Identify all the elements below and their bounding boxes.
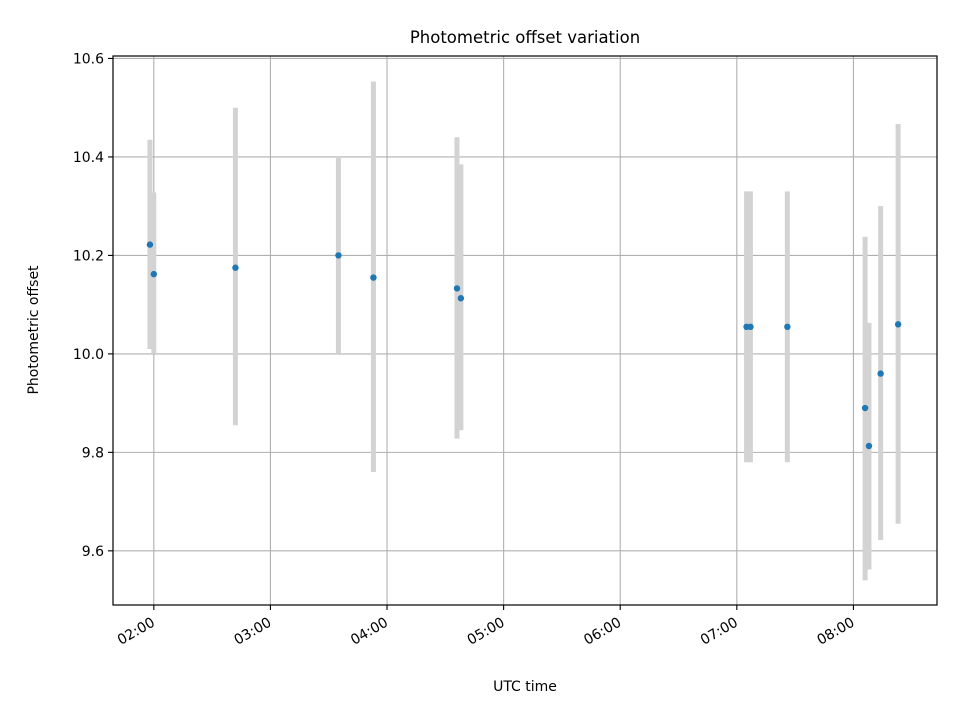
data-point xyxy=(335,252,342,259)
data-point xyxy=(894,321,902,328)
y-tick-label: 10.0 xyxy=(73,347,104,363)
data-point xyxy=(457,295,465,302)
chart-title: Photometric offset variation xyxy=(410,28,640,47)
y-tick-label: 10.2 xyxy=(73,248,104,264)
data-point xyxy=(232,264,239,271)
point-layer xyxy=(146,241,902,450)
x-tick-label: 07:00 xyxy=(698,615,741,649)
data-point xyxy=(747,323,754,331)
data-point xyxy=(784,323,791,331)
x-tick-label: 04:00 xyxy=(348,615,391,649)
grid-layer xyxy=(113,56,937,605)
data-point xyxy=(877,370,884,377)
y-axis-label: Photometric offset xyxy=(26,265,42,395)
data-point xyxy=(150,270,158,278)
data-point xyxy=(146,241,154,248)
data-point xyxy=(861,404,869,412)
data-point xyxy=(865,442,873,450)
data-point xyxy=(453,285,461,292)
tick-layer: 02:00 03:00 04:00 05:00 06:00 07:00 08:00 9.6 9.… xyxy=(73,51,858,648)
y-tick-label: 9.8 xyxy=(82,445,104,461)
x-tick-label: 05:00 xyxy=(465,615,508,649)
y-tick-label: 10.6 xyxy=(73,51,104,67)
x-tick-label: 06:00 xyxy=(581,615,624,649)
x-tick-label: 02:00 xyxy=(115,615,158,649)
x-tick-label: 08:00 xyxy=(814,615,857,649)
y-tick-label: 9.6 xyxy=(82,544,104,560)
x-tick-label: 03:00 xyxy=(231,615,274,649)
y-tick-label: 10.4 xyxy=(73,150,104,166)
x-axis-label: UTC time xyxy=(493,679,557,695)
plot-frame xyxy=(112,55,938,606)
data-point xyxy=(370,274,377,281)
